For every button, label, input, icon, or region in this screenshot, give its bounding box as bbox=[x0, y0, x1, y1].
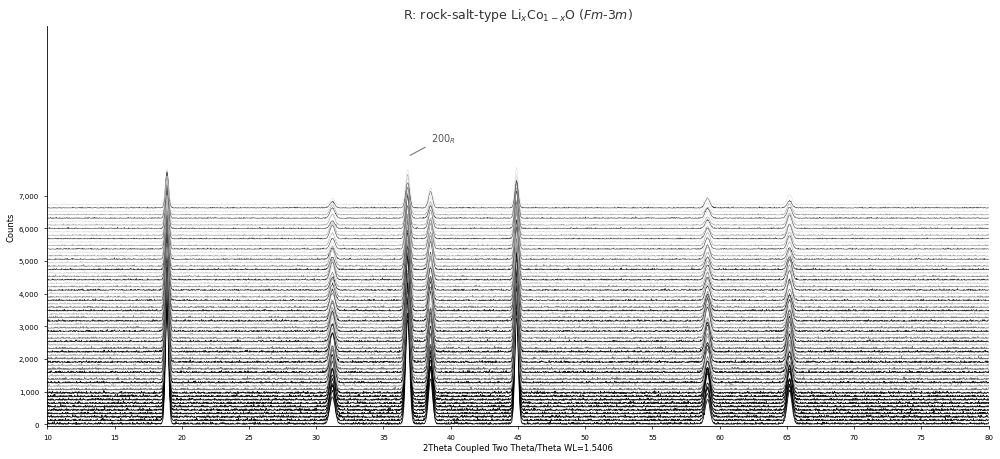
Text: 200$_R$: 200$_R$ bbox=[410, 132, 455, 156]
X-axis label: 2Theta Coupled Two Theta/Theta WL=1.5406: 2Theta Coupled Two Theta/Theta WL=1.5406 bbox=[423, 443, 613, 452]
Y-axis label: Counts: Counts bbox=[7, 212, 16, 241]
Title: R: rock-salt-type Li$_x$Co$_{1-x}$O ($Fm$-$3m$): R: rock-salt-type Li$_x$Co$_{1-x}$O ($Fm… bbox=[403, 7, 633, 24]
